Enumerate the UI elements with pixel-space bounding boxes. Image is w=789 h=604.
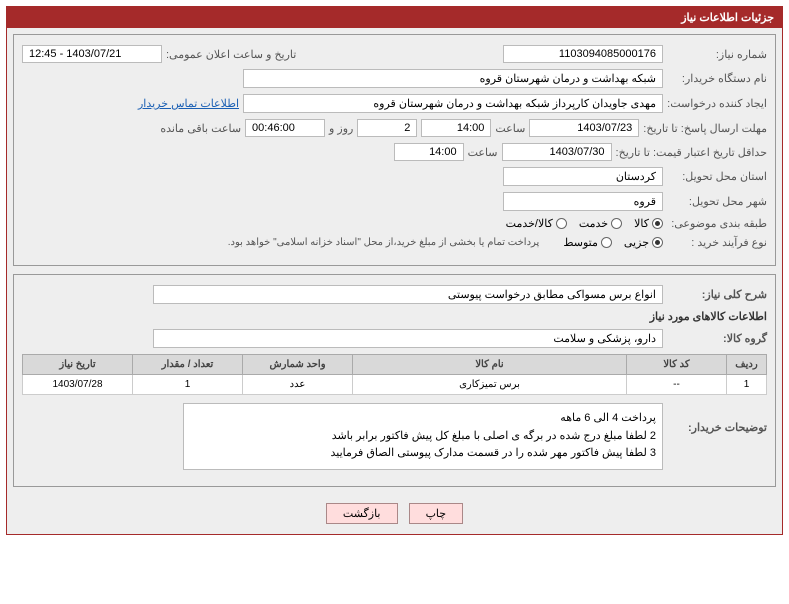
notes-line-2: 2 لطفا مبلغ درج شده در برگه ی اصلی با مب… [190,428,656,446]
contact-link[interactable]: اطلاعات تماس خریدار [138,97,239,110]
creator-value: مهدی جاویدان کارپرداز شبکه بهداشت و درما… [243,94,663,113]
table-cell: برس تمیزکاری [353,375,627,395]
process-radios: جزیی متوسط [563,236,663,249]
panel-header: جزئیات اطلاعات نیاز [7,7,782,28]
info-section: شماره نیاز: 1103094085000176 تاریخ و ساع… [13,34,776,266]
group-label: گروه کالا: [667,332,767,345]
desc-section: شرح کلی نیاز: انواع برس مسواکی مطابق درخ… [13,274,776,487]
table-header: کد کالا [627,355,727,375]
announce-value: 12:45 - 1403/07/21 [22,45,162,63]
process-label: نوع فرآیند خرید : [667,236,767,249]
desc-title-label: شرح کلی نیاز: [667,288,767,301]
notes-line-1: پرداخت 4 الی 6 ماهه [190,410,656,428]
notes-line-3: 3 لطفا پیش فاکتور مهر شده را در قسمت مدا… [190,445,656,463]
radio-kala-khedmat[interactable]: کالا/خدمت [506,217,567,230]
buyer-notes: پرداخت 4 الی 6 ماهه 2 لطفا مبلغ درج شده … [183,403,663,470]
panel-body: شماره نیاز: 1103094085000176 تاریخ و ساع… [7,28,782,534]
back-button[interactable]: بازگشت [326,503,398,524]
process-note: پرداخت تمام یا بخشی از مبلغ خرید،از محل … [228,237,540,248]
province-value: کردستان [503,167,663,186]
radio-kala[interactable]: کالا [634,217,663,230]
table-cell: 1 [727,375,767,395]
validity-label: حداقل تاریخ اعتبار قیمت: تا تاریخ: [616,146,767,159]
items-table: ردیفکد کالانام کالاواحد شمارشتعداد / مقد… [22,354,767,395]
province-label: استان محل تحویل: [667,170,767,183]
days-word: روز و [329,122,353,135]
buyer-value: شبکه بهداشت و درمان شهرستان قروه [243,69,663,88]
radio-jozei[interactable]: جزیی [624,236,663,249]
radio-icon [652,237,663,248]
number-value: 1103094085000176 [503,45,663,63]
category-radios: کالا خدمت کالا/خدمت [506,217,663,230]
radio-icon [601,237,612,248]
countdown-value: 00:46:00 [245,119,325,137]
buyer-label: نام دستگاه خریدار: [667,72,767,85]
print-button[interactable]: چاپ [409,503,464,524]
city-label: شهر محل تحویل: [667,195,767,208]
table-header: تعداد / مقدار [133,355,243,375]
desc-title-value: انواع برس مسواکی مطابق درخواست پیوستی [153,285,663,304]
table-header: واحد شمارش [243,355,353,375]
group-value: دارو، پزشکی و سلامت [153,329,663,348]
reply-deadline-label: مهلت ارسال پاسخ: تا تاریخ: [643,122,767,135]
radio-icon [611,218,622,229]
table-header: نام کالا [353,355,627,375]
time-label-2: ساعت [468,146,498,159]
announce-label: تاریخ و ساعت اعلان عمومی: [166,48,296,61]
table-cell: 1 [133,375,243,395]
table-cell: عدد [243,375,353,395]
table-cell: 1403/07/28 [23,375,133,395]
days-value: 2 [357,119,417,137]
table-cell: -- [627,375,727,395]
creator-label: ایجاد کننده درخواست: [667,97,767,110]
category-label: طبقه بندی موضوعی: [667,217,767,230]
number-label: شماره نیاز: [667,48,767,61]
radio-icon [556,218,567,229]
table-header: تاریخ نیاز [23,355,133,375]
table-header: ردیف [727,355,767,375]
main-panel: جزئیات اطلاعات نیاز شماره نیاز: 11030940… [6,6,783,535]
buyer-notes-label: توضیحات خریدار: [667,403,767,434]
reply-time-value: 14:00 [421,119,491,137]
city-value: قروه [503,192,663,211]
items-section-title: اطلاعات کالاهای مورد نیاز [22,310,767,323]
radio-icon [652,218,663,229]
radio-motevasset[interactable]: متوسط [563,236,612,249]
time-label-1: ساعت [495,122,525,135]
button-bar: چاپ بازگشت [13,495,776,528]
remaining-label: ساعت باقی مانده [160,122,241,135]
radio-khedmat[interactable]: خدمت [579,217,622,230]
validity-time: 14:00 [394,143,464,161]
reply-deadline-value: 1403/07/23 [529,119,639,137]
table-row: 1--برس تمیزکاریعدد11403/07/28 [23,375,767,395]
validity-value: 1403/07/30 [502,143,612,161]
